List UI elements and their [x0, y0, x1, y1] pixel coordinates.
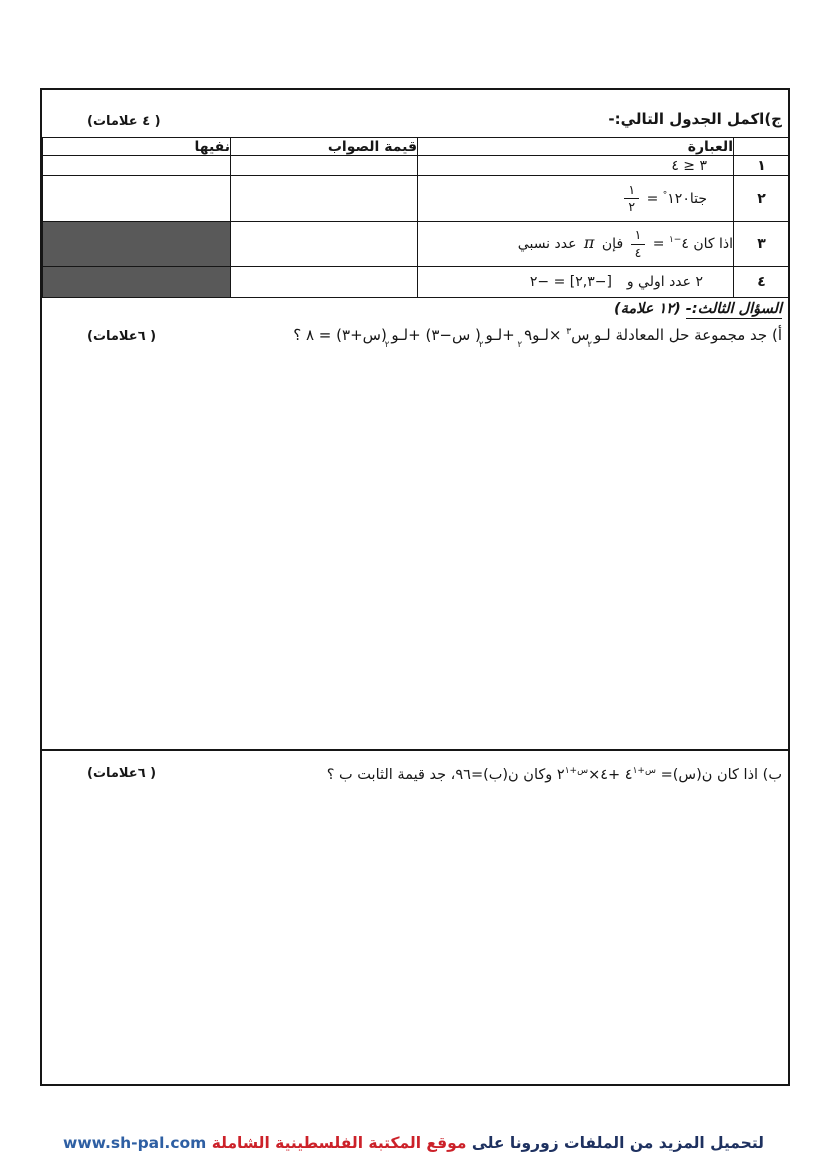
degree-symbol: ° [662, 189, 668, 200]
statement-cell: ٢ عدد اولي و ٢− = [٢,٣−] [417, 266, 734, 298]
question-b-lead: ب) اذا كان ن(س)= [660, 767, 782, 783]
variable-s: س [571, 326, 590, 344]
truth-value-cell-empty[interactable] [230, 221, 418, 267]
inequality-expression: ٤ ≥ ٣ [671, 157, 707, 174]
equals-sign: = [652, 236, 665, 252]
question-mark: ؟ [293, 326, 302, 344]
row-number: ٤ [733, 266, 790, 298]
exponent-s-plus-1: س+١ [632, 766, 656, 777]
then-label: فإن [601, 236, 624, 252]
question-three-title: السؤال الثالث:- [685, 301, 782, 319]
paren-s-minus-3: ( س−٣) [425, 326, 481, 344]
equals-sign: = [646, 190, 659, 207]
question-b-tail: وكان ن(ب)=٩٦، جد قيمة الثابت ب ؟ [326, 767, 557, 783]
negation-cell-empty[interactable] [42, 175, 231, 222]
negation-cell-empty[interactable] [42, 155, 231, 176]
question-a-intro: أ) جد مجموعة حل المعادلة [615, 326, 782, 344]
col-header-truth-value: قيمة الصواب [230, 137, 418, 156]
question-a-marks: ( ٦علامات) [87, 329, 157, 344]
paren-s-plus-3: (س+٣) [336, 326, 387, 344]
log-term-s-cubed: لـو٢س٣ [566, 326, 611, 350]
question-b-marks: ( ٦علامات) [87, 766, 157, 781]
log-term-s-plus-3: لـو٢(س+٣) [336, 326, 409, 350]
table-row: ٤ ٢ عدد اولي و ٢− = [٢,٣−] [42, 266, 790, 298]
prime-statement: ٢ عدد اولي و [626, 274, 703, 290]
section-c-marks: ( ٤ علامات) [87, 114, 161, 129]
negation-cell-shaded [42, 221, 231, 267]
page-border-frame: ج)اكمل الجدول التالي:- ( ٤ علامات) العبا… [40, 88, 790, 1086]
negation-cell-shaded [42, 266, 231, 298]
table-header-row: العبارة قيمة الصواب نفيها [42, 137, 790, 156]
table-row: ١ ٤ ≥ ٣ [42, 155, 790, 176]
floor-bracket-expression: ٢− = [٢,٣−] [529, 274, 612, 290]
row-number: ١ [733, 155, 790, 176]
section-divider-line [42, 749, 788, 751]
exponent-s-plus-1: س+١ [564, 766, 589, 777]
question-a-line: أ) جد مجموعة حل المعادلة لـو٢س٣ ×لـو٢٩ +… [293, 314, 782, 356]
log-term-s-minus-3: لـو٢( س−٣) [425, 326, 503, 350]
cos-label: جتا [689, 190, 707, 207]
rational-number-label: عدد نسبي [517, 236, 577, 252]
footer-site-name: موقع المكتبة الفلسطينية الشاملة [211, 1134, 467, 1152]
question-three-heading: السؤال الثالث:- (١٢ علامة) [613, 301, 782, 319]
row-number: ٢ [733, 175, 790, 222]
log-base: ٢ [587, 340, 592, 350]
plus-sign: + [502, 326, 515, 344]
statement-cell: ٤ ≥ ٣ [417, 155, 734, 176]
equals-sign: = [318, 326, 332, 344]
row-number: ٣ [733, 221, 790, 267]
truth-table: العبارة قيمة الصواب نفيها ١ ٤ ≥ ٣ ٢ جتا١… [42, 137, 790, 298]
cube-exponent: ٣ [566, 327, 572, 337]
question-three-marks: (١٢ علامة) [613, 301, 681, 317]
section-c-heading: ج)اكمل الجدول التالي:- [608, 110, 782, 128]
footer-download-text: لتحميل المزيد من الملفات زورونا على [471, 1134, 764, 1152]
col-header-statement: العبارة [417, 137, 734, 156]
plus-four-times-two: +٤×٢ [556, 767, 625, 783]
rhs-eight: ٨ [305, 326, 314, 344]
log-base: ٢ [478, 340, 484, 350]
pi-symbol: π [583, 233, 595, 252]
col-header-number [733, 137, 790, 156]
angle-value: ١٢٠ [667, 190, 690, 207]
truth-value-cell-empty[interactable] [230, 175, 418, 222]
log-term-nine: لـو٢٩ [517, 326, 549, 350]
if-label: اذا كان [693, 236, 733, 252]
log-base: ٢ [384, 340, 390, 350]
col-header-negation: نفيها [42, 137, 231, 156]
truth-value-cell-empty[interactable] [230, 266, 418, 298]
times-sign: × [548, 326, 562, 344]
base-four: ٤ [681, 236, 689, 252]
truth-value-cell-empty[interactable] [230, 155, 418, 176]
footer-branding: لتحميل المزيد من الملفات زورونا على موقع… [0, 1134, 827, 1152]
base-four: ٤ [624, 767, 633, 783]
nine-value: ٩ [524, 326, 533, 344]
question-b-line: ب) اذا كان ن(س)= ٤س+١ +٤×٢س+١ وكان ن(ب)=… [327, 759, 782, 791]
footer-site-url[interactable]: www.sh-pal.com [63, 1134, 207, 1152]
plus-sign: + [408, 326, 421, 344]
log-base: ٢ [517, 340, 523, 350]
